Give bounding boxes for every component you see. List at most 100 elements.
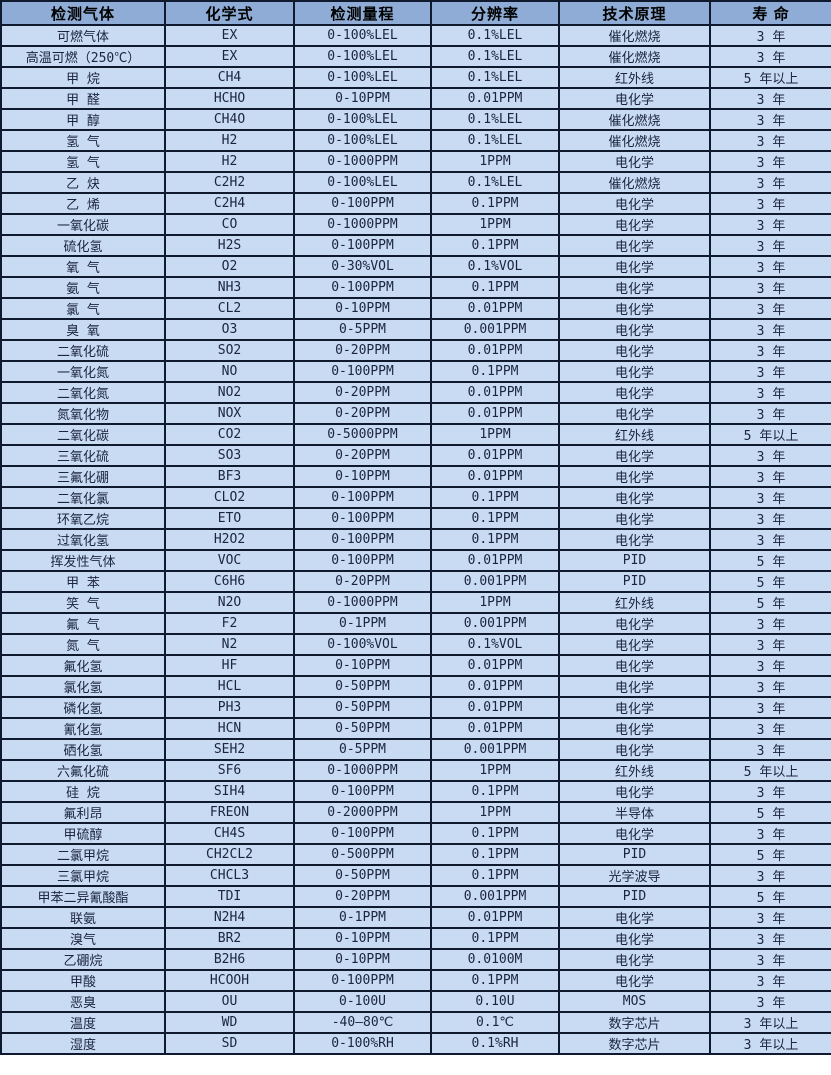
cell-gas: 硒化氢	[0, 738, 166, 761]
cell-gas: 温度	[0, 1011, 166, 1034]
cell-gas: 甲 醛	[0, 87, 166, 110]
cell-resolution: 0.01PPM	[430, 717, 560, 740]
cell-principle: PID	[558, 549, 711, 572]
cell-gas: 三氯甲烷	[0, 864, 166, 887]
cell-formula: TDI	[164, 885, 295, 908]
cell-range: 0-100PPM	[293, 507, 432, 530]
cell-resolution: 0.1%LEL	[430, 108, 560, 131]
cell-gas: 六氟化硫	[0, 759, 166, 782]
cell-resolution: 0.1%VOL	[430, 255, 560, 278]
cell-life: 5 年	[709, 570, 831, 593]
cell-formula: EX	[164, 24, 295, 47]
cell-formula: HCOOH	[164, 969, 295, 992]
cell-range: 0-100U	[293, 990, 432, 1013]
table-row: 氯 气 CL2 0-10PPM 0.01PPM 电化学 3 年	[0, 297, 831, 320]
cell-formula: O3	[164, 318, 295, 341]
cell-resolution: 0.1%VOL	[430, 633, 560, 656]
cell-formula: CH4	[164, 66, 295, 89]
cell-principle: PID	[558, 570, 711, 593]
table-row: 氯化氢 HCL 0-50PPM 0.01PPM 电化学 3 年	[0, 675, 831, 698]
cell-principle: 电化学	[558, 780, 711, 803]
table-row: 溴气 BR2 0-10PPM 0.1PPM 电化学 3 年	[0, 927, 831, 950]
cell-life: 3 年	[709, 276, 831, 299]
cell-gas: 挥发性气体	[0, 549, 166, 572]
cell-gas: 氟利昂	[0, 801, 166, 824]
cell-range: 0-100%LEL	[293, 171, 432, 194]
cell-formula: SF6	[164, 759, 295, 782]
cell-gas: 二氧化硫	[0, 339, 166, 362]
cell-principle: PID	[558, 885, 711, 908]
cell-life: 3 年	[709, 528, 831, 551]
table-row: 氮氧化物 NOX 0-20PPM 0.01PPM 电化学 3 年	[0, 402, 831, 425]
cell-gas: 氨 气	[0, 276, 166, 299]
cell-life: 3 年	[709, 927, 831, 950]
cell-range: -40—80℃	[293, 1011, 432, 1034]
cell-range: 0-50PPM	[293, 696, 432, 719]
cell-life: 3 年以上	[709, 1011, 831, 1034]
table-row: 臭 氧 O3 0-5PPM 0.001PPM 电化学 3 年	[0, 318, 831, 341]
cell-formula: CH2CL2	[164, 843, 295, 866]
cell-gas: 氢 气	[0, 129, 166, 152]
cell-formula: WD	[164, 1011, 295, 1034]
cell-range: 0-100%LEL	[293, 129, 432, 152]
cell-formula: CH4O	[164, 108, 295, 131]
cell-resolution: 0.1PPM	[430, 360, 560, 383]
cell-formula: H2O2	[164, 528, 295, 551]
cell-gas: 二氧化碳	[0, 423, 166, 446]
cell-formula: NOX	[164, 402, 295, 425]
cell-life: 3 年	[709, 612, 831, 635]
cell-formula: HCHO	[164, 87, 295, 110]
cell-principle: 红外线	[558, 759, 711, 782]
cell-resolution: 0.1%RH	[430, 1032, 560, 1055]
cell-life: 5 年	[709, 549, 831, 572]
cell-range: 0-1000PPM	[293, 213, 432, 236]
cell-life: 3 年	[709, 780, 831, 803]
cell-resolution: 0.01PPM	[430, 654, 560, 677]
cell-range: 0-10PPM	[293, 927, 432, 950]
table-header: 检测气体 化学式 检测量程 分辨率 技术原理寿 命	[0, 0, 831, 26]
cell-principle: 电化学	[558, 444, 711, 467]
cell-life: 3 年	[709, 906, 831, 929]
cell-principle: 电化学	[558, 696, 711, 719]
cell-life: 3 年	[709, 654, 831, 677]
cell-resolution: 0.01PPM	[430, 465, 560, 488]
cell-principle: 电化学	[558, 276, 711, 299]
cell-life: 3 年	[709, 633, 831, 656]
cell-range: 0-5PPM	[293, 738, 432, 761]
cell-range: 0-50PPM	[293, 717, 432, 740]
cell-formula: HCN	[164, 717, 295, 740]
cell-range: 0-5PPM	[293, 318, 432, 341]
cell-range: 0-100PPM	[293, 780, 432, 803]
cell-formula: ETO	[164, 507, 295, 530]
cell-range: 0-20PPM	[293, 381, 432, 404]
cell-life: 3 年	[709, 171, 831, 194]
cell-gas: 一氧化氮	[0, 360, 166, 383]
cell-gas: 甲苯二异氰酸酯	[0, 885, 166, 908]
cell-formula: VOC	[164, 549, 295, 572]
cell-gas: 乙 烯	[0, 192, 166, 215]
table-header-row: 检测气体 化学式 检测量程 分辨率 技术原理寿 命	[0, 0, 831, 26]
table-body: 可燃气体 EX 0-100%LEL 0.1%LEL 催化燃烧 3 年高温可燃（250℃） E…	[0, 24, 831, 1055]
table-row: 六氟化硫 SF6 0-1000PPM 1PPM 红外线 5 年以上	[0, 759, 831, 782]
cell-gas: 湿度	[0, 1032, 166, 1055]
cell-gas: 一氧化碳	[0, 213, 166, 236]
table-row: 甲 醛 HCHO 0-10PPM 0.01PPM 电化学 3 年	[0, 87, 831, 110]
table-row: 乙硼烷 B2H6 0-10PPM 0.0100M 电化学 3 年	[0, 948, 831, 971]
cell-formula: SEH2	[164, 738, 295, 761]
cell-formula: FREON	[164, 801, 295, 824]
cell-formula: N2O	[164, 591, 295, 614]
cell-life: 3 年	[709, 339, 831, 362]
cell-range: 0-100PPM	[293, 528, 432, 551]
cell-resolution: 0.001PPM	[430, 318, 560, 341]
cell-principle: 电化学	[558, 255, 711, 278]
table-row: 氟 气 F2 0-1PPM 0.001PPM 电化学 3 年	[0, 612, 831, 635]
cell-life: 3 年	[709, 675, 831, 698]
table-row: 氟化氢 HF 0-10PPM 0.01PPM 电化学 3 年	[0, 654, 831, 677]
cell-formula: H2S	[164, 234, 295, 257]
cell-resolution: 0.001PPM	[430, 885, 560, 908]
cell-life: 5 年	[709, 843, 831, 866]
cell-principle: 红外线	[558, 591, 711, 614]
cell-life: 3 年	[709, 297, 831, 320]
cell-resolution: 0.1PPM	[430, 507, 560, 530]
